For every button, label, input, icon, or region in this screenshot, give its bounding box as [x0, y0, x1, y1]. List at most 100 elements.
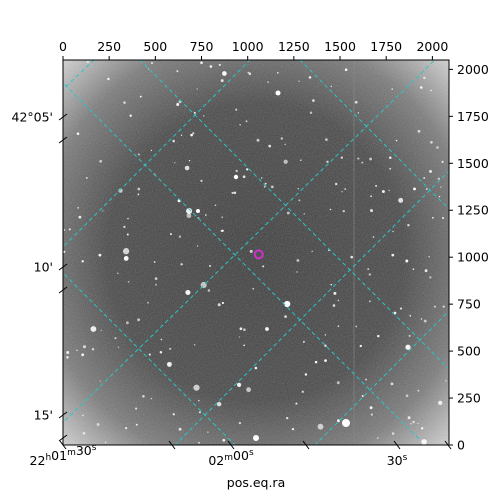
star: [222, 438, 226, 442]
star: [369, 157, 373, 161]
star: [309, 111, 313, 115]
star: [417, 129, 421, 133]
star: [196, 88, 198, 90]
right-tick-label-4: 1000: [457, 250, 489, 265]
star: [441, 160, 444, 163]
star: [242, 175, 246, 179]
star: [125, 321, 129, 325]
star: [159, 351, 163, 354]
grid-line-3: [63, 272, 236, 445]
star: [428, 256, 430, 258]
star: [155, 283, 157, 286]
star: [286, 211, 290, 215]
star: [197, 399, 200, 402]
star: [430, 89, 432, 92]
bright-star: [275, 90, 281, 96]
star: [262, 265, 265, 268]
star: [76, 349, 78, 352]
star: [123, 101, 126, 104]
star: [270, 185, 274, 189]
star: [267, 81, 269, 83]
plot-frame: [62, 59, 450, 446]
star: [438, 195, 441, 198]
star: [317, 423, 324, 430]
top-tick-label-3: 750: [190, 39, 214, 54]
star: [365, 378, 367, 381]
star: [254, 366, 258, 370]
grid-line-0: [63, 82, 421, 441]
star: [417, 422, 419, 425]
dec-minor-tick-0: [58, 136, 68, 144]
star: [367, 268, 370, 271]
star: [370, 195, 372, 198]
star: [236, 382, 242, 388]
star: [429, 169, 432, 173]
star: [221, 229, 224, 232]
ra-tick-0: [59, 440, 67, 450]
star: [243, 344, 246, 347]
star: [335, 182, 338, 186]
star: [238, 421, 242, 425]
star: [218, 63, 221, 66]
star: [445, 380, 447, 382]
star: [178, 235, 182, 238]
dec-tick-1: [58, 263, 68, 271]
star: [357, 157, 360, 160]
star: [68, 228, 71, 231]
star: [391, 88, 394, 90]
grid-line-7: [63, 60, 95, 90]
star: [221, 216, 224, 219]
star: [265, 327, 269, 331]
star: [176, 103, 180, 106]
star: [311, 250, 313, 253]
star: [330, 85, 333, 88]
star: [129, 114, 132, 117]
star: [410, 423, 412, 425]
star: [169, 347, 172, 351]
star: [207, 289, 211, 292]
star: [222, 71, 227, 76]
ra-tick-label-2: 30s: [387, 453, 408, 468]
star: [432, 216, 434, 219]
star: [291, 427, 295, 431]
star: [369, 406, 373, 410]
star: [284, 143, 286, 146]
star: [147, 301, 150, 304]
star: [399, 307, 403, 310]
star: [421, 427, 424, 430]
star: [66, 356, 69, 359]
star: [297, 187, 300, 190]
star: [326, 160, 329, 163]
star: [124, 426, 128, 430]
grid-line-8: [174, 170, 449, 445]
star: [192, 132, 195, 135]
star: [420, 318, 423, 320]
star: [312, 99, 315, 102]
star: [368, 300, 371, 303]
star: [235, 169, 238, 173]
star: [430, 140, 433, 144]
star: [217, 303, 221, 307]
star: [308, 76, 312, 79]
x-axis-label: pos.eq.ra: [227, 475, 285, 490]
star: [114, 337, 117, 340]
grid-line-5: [63, 60, 436, 424]
star: [176, 70, 179, 73]
star: [421, 439, 427, 445]
star: [193, 384, 200, 391]
star: [391, 432, 395, 435]
star: [423, 76, 426, 80]
star: [203, 115, 205, 117]
star: [420, 86, 423, 89]
star: [324, 359, 327, 362]
star: [81, 353, 85, 357]
star: [247, 71, 249, 74]
bright-star: [253, 435, 259, 441]
star: [238, 336, 240, 338]
star: [216, 401, 222, 407]
star: [99, 159, 103, 163]
star: [370, 413, 373, 416]
ra-minor-tick-1: [302, 440, 310, 450]
star: [63, 250, 66, 253]
